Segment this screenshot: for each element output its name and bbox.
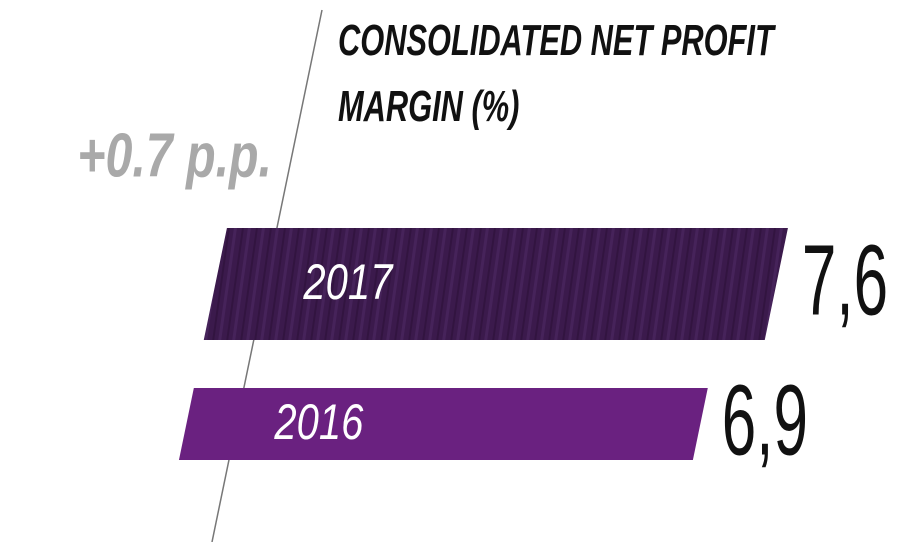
value-label: 7,6 [802, 224, 888, 336]
value-label: 6,9 [722, 364, 808, 476]
bar [203, 228, 788, 340]
annotation: +0.7 p.p. [77, 121, 272, 190]
category-label: 2017 [302, 254, 393, 310]
category-label: 2016 [274, 394, 365, 450]
bar [178, 388, 708, 460]
chart-title: CONSOLIDATED NET PROFIT MARGIN (%) [338, 16, 774, 131]
